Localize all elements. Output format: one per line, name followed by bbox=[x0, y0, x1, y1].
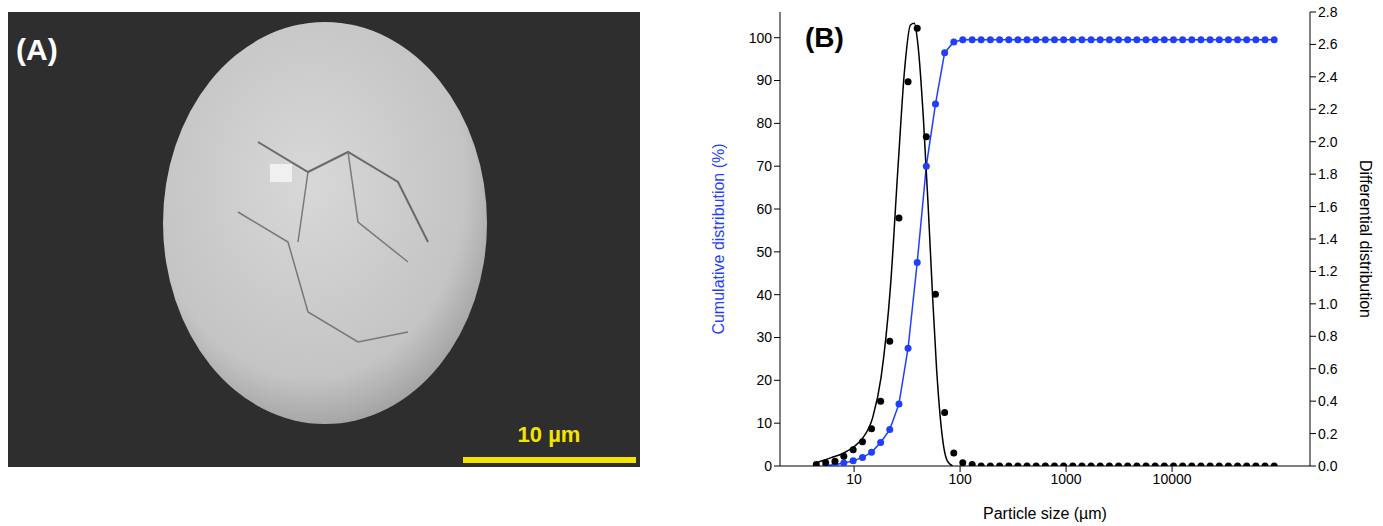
svg-text:Particle size (µm): Particle size (µm) bbox=[983, 505, 1107, 522]
svg-text:1.4: 1.4 bbox=[1318, 231, 1338, 247]
svg-text:2.2: 2.2 bbox=[1318, 101, 1338, 117]
svg-text:2.8: 2.8 bbox=[1318, 4, 1338, 20]
svg-text:2.6: 2.6 bbox=[1318, 36, 1338, 52]
svg-text:50: 50 bbox=[756, 244, 772, 260]
svg-text:0.8: 0.8 bbox=[1318, 328, 1338, 344]
svg-text:100: 100 bbox=[749, 30, 773, 46]
svg-text:10: 10 bbox=[756, 415, 772, 431]
svg-text:2.0: 2.0 bbox=[1318, 134, 1338, 150]
svg-text:Differential distribution: Differential distribution bbox=[1357, 160, 1374, 318]
svg-text:100: 100 bbox=[948, 471, 972, 487]
svg-text:70: 70 bbox=[756, 158, 772, 174]
svg-text:0.4: 0.4 bbox=[1318, 393, 1338, 409]
svg-text:60: 60 bbox=[756, 201, 772, 217]
svg-text:1000: 1000 bbox=[1051, 471, 1082, 487]
svg-text:1.6: 1.6 bbox=[1318, 199, 1338, 215]
svg-text:1.8: 1.8 bbox=[1318, 166, 1338, 182]
svg-text:20: 20 bbox=[756, 372, 772, 388]
svg-text:40: 40 bbox=[756, 287, 772, 303]
svg-text:0: 0 bbox=[764, 458, 772, 474]
svg-text:1.0: 1.0 bbox=[1318, 296, 1338, 312]
svg-text:(A): (A) bbox=[16, 33, 58, 66]
svg-text:0.0: 0.0 bbox=[1318, 458, 1338, 474]
svg-text:Cumulative distribution (%): Cumulative distribution (%) bbox=[710, 143, 727, 334]
svg-text:2.4: 2.4 bbox=[1318, 69, 1338, 85]
svg-text:1.2: 1.2 bbox=[1318, 263, 1338, 279]
svg-text:10 µm: 10 µm bbox=[518, 422, 581, 447]
svg-text:10: 10 bbox=[846, 471, 862, 487]
html-text:(B): (B) bbox=[805, 22, 844, 53]
svg-text:80: 80 bbox=[756, 115, 772, 131]
svg-text:90: 90 bbox=[756, 72, 772, 88]
svg-text:0.2: 0.2 bbox=[1318, 426, 1338, 442]
svg-text:10000: 10000 bbox=[1153, 471, 1192, 487]
svg-text:0.6: 0.6 bbox=[1318, 361, 1338, 377]
svg-text:30: 30 bbox=[756, 329, 772, 345]
